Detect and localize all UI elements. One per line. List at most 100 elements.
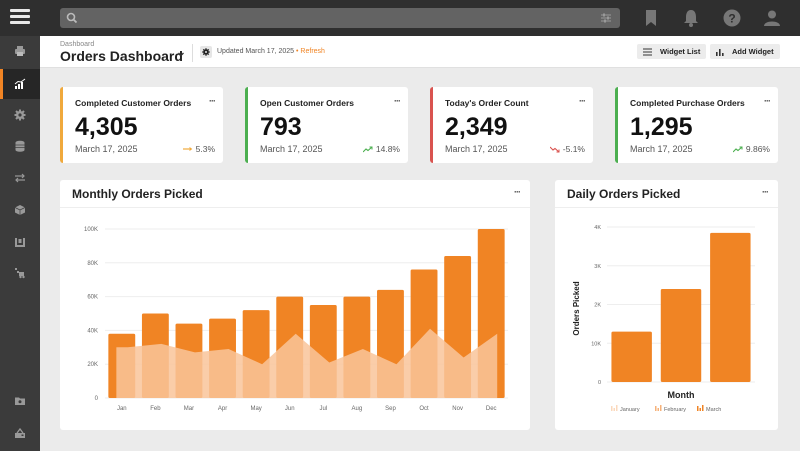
legend-label: January bbox=[620, 407, 640, 413]
more-options-button[interactable]: ··· bbox=[514, 187, 521, 197]
card-date: March 17, 2025 bbox=[75, 144, 138, 154]
divider bbox=[555, 207, 778, 208]
card-value: 1,295 bbox=[630, 113, 693, 141]
x-axis-label: Month bbox=[668, 390, 695, 400]
more-options-button[interactable]: ··· bbox=[764, 96, 771, 106]
sidebar-item-folder[interactable] bbox=[0, 386, 40, 416]
folder-icon bbox=[15, 397, 25, 405]
card-trend: -5.1% bbox=[549, 144, 585, 154]
sidebar-item-forklift[interactable] bbox=[0, 258, 40, 288]
legend-label: March bbox=[706, 407, 721, 413]
search-bar[interactable] bbox=[60, 8, 620, 28]
widget-list-button[interactable]: Widget List bbox=[637, 44, 707, 59]
dock-icon bbox=[15, 238, 25, 247]
divider bbox=[192, 44, 193, 62]
x-tick-label: Sep bbox=[385, 406, 396, 412]
gear-icon bbox=[14, 109, 26, 121]
legend-swatch-icon bbox=[657, 408, 659, 411]
x-tick-label: Jul bbox=[319, 406, 327, 412]
sidebar-item-settings[interactable] bbox=[0, 100, 40, 130]
trend-flat-icon bbox=[182, 147, 192, 151]
sidebar-item-dock[interactable] bbox=[0, 227, 40, 257]
database-icon bbox=[15, 140, 25, 152]
chevron-down-icon[interactable] bbox=[177, 50, 185, 58]
kpi-card-completed-purchase-orders: Completed Purchase Orders ··· 1,295 Marc… bbox=[615, 87, 778, 163]
card-trend: 14.8% bbox=[362, 144, 400, 154]
legend-swatch-icon bbox=[655, 406, 657, 411]
card-trend: 9.86% bbox=[732, 144, 770, 154]
card-title: Today's Order Count bbox=[445, 98, 529, 108]
card-value: 2,349 bbox=[445, 113, 508, 141]
y-tick-label: 3K bbox=[594, 264, 601, 270]
more-options-button[interactable]: ··· bbox=[762, 187, 769, 197]
legend-swatch-icon bbox=[702, 405, 704, 411]
x-tick-label: Apr bbox=[218, 406, 227, 412]
card-change: -5.1% bbox=[562, 144, 585, 154]
legend-swatch-icon bbox=[611, 406, 613, 411]
y-tick-label: 10K bbox=[591, 341, 601, 347]
page-header: Dashboard Orders Dashboard Updated March… bbox=[40, 36, 800, 68]
forklift-icon bbox=[15, 268, 25, 279]
inbox-tray-icon bbox=[15, 427, 25, 438]
help-icon[interactable]: ? bbox=[722, 8, 742, 28]
y-tick-label: 20K bbox=[87, 362, 98, 368]
bar bbox=[611, 331, 652, 382]
y-axis-label: Orders Picked bbox=[572, 281, 581, 335]
monthly-orders-panel: Monthly Orders Picked ··· 0 20K 40K 60K 80K 1… bbox=[60, 180, 530, 430]
printer-icon bbox=[15, 46, 25, 56]
y-tick-label: 80K bbox=[87, 261, 98, 267]
divider bbox=[60, 207, 530, 208]
x-tick-label: Mar bbox=[184, 406, 194, 412]
filter-icon[interactable] bbox=[600, 12, 612, 24]
refresh-link[interactable]: Refresh bbox=[300, 48, 325, 55]
x-tick-label: Nov bbox=[452, 406, 463, 412]
settings-button[interactable] bbox=[200, 46, 212, 58]
svg-text:?: ? bbox=[728, 12, 735, 26]
sidebar-item-printer[interactable] bbox=[0, 36, 40, 66]
add-widget-button[interactable]: Add Widget bbox=[710, 44, 780, 59]
list-icon bbox=[643, 48, 652, 55]
user-icon[interactable] bbox=[762, 8, 782, 28]
daily-orders-chart: 0 10K 2K 3K 4K Month Orders Picked January Febru… bbox=[572, 225, 755, 413]
more-options-button[interactable]: ··· bbox=[394, 96, 401, 106]
analytics-icon bbox=[14, 78, 26, 89]
search-input[interactable] bbox=[82, 8, 582, 28]
bookmark-icon[interactable] bbox=[641, 8, 661, 28]
sidebar-item-database[interactable] bbox=[0, 131, 40, 161]
sidebar-item-analytics[interactable] bbox=[0, 69, 40, 99]
card-date: March 17, 2025 bbox=[630, 144, 693, 154]
top-bar: ? bbox=[0, 0, 800, 36]
more-options-button[interactable]: ··· bbox=[209, 96, 216, 106]
legend-label: February bbox=[664, 407, 686, 413]
add-widget-label: Add Widget bbox=[732, 47, 774, 56]
x-tick-label: May bbox=[250, 406, 261, 412]
package-icon bbox=[14, 205, 26, 215]
card-title: Open Customer Orders bbox=[260, 98, 354, 108]
card-change: 9.86% bbox=[745, 144, 770, 154]
card-value: 4,305 bbox=[75, 113, 138, 141]
legend-swatch-icon bbox=[660, 405, 662, 411]
breadcrumb[interactable]: Dashboard bbox=[60, 41, 95, 48]
x-tick-label: Feb bbox=[150, 406, 161, 412]
card-trend: 5.3% bbox=[182, 144, 215, 154]
legend-swatch-icon bbox=[699, 408, 701, 411]
bell-icon[interactable] bbox=[681, 8, 701, 28]
panel-title: Daily Orders Picked bbox=[567, 187, 681, 201]
x-tick-label: Jun bbox=[285, 406, 295, 412]
menu-icon[interactable] bbox=[10, 9, 30, 27]
y-tick-label: 40K bbox=[87, 328, 98, 334]
card-title: Completed Customer Orders bbox=[75, 98, 192, 108]
bar bbox=[660, 289, 702, 382]
legend-swatch-icon bbox=[697, 406, 699, 411]
card-change: 5.3% bbox=[195, 144, 215, 154]
more-options-button[interactable]: ··· bbox=[579, 96, 586, 106]
monthly-orders-chart: 0 20K 40K 60K 80K 100K Jan Feb Mar Apr May Jun Jul Au… bbox=[84, 227, 508, 412]
card-date: March 17, 2025 bbox=[445, 144, 508, 154]
legend-item: March bbox=[697, 405, 721, 413]
trend-up-icon bbox=[362, 146, 373, 152]
sidebar-item-inbox[interactable] bbox=[0, 418, 40, 448]
sidebar-item-package[interactable] bbox=[0, 195, 40, 225]
sidebar-item-transfer[interactable] bbox=[0, 163, 40, 193]
widget-list-label: Widget List bbox=[660, 47, 701, 56]
y-tick-label: 100K bbox=[84, 227, 98, 233]
